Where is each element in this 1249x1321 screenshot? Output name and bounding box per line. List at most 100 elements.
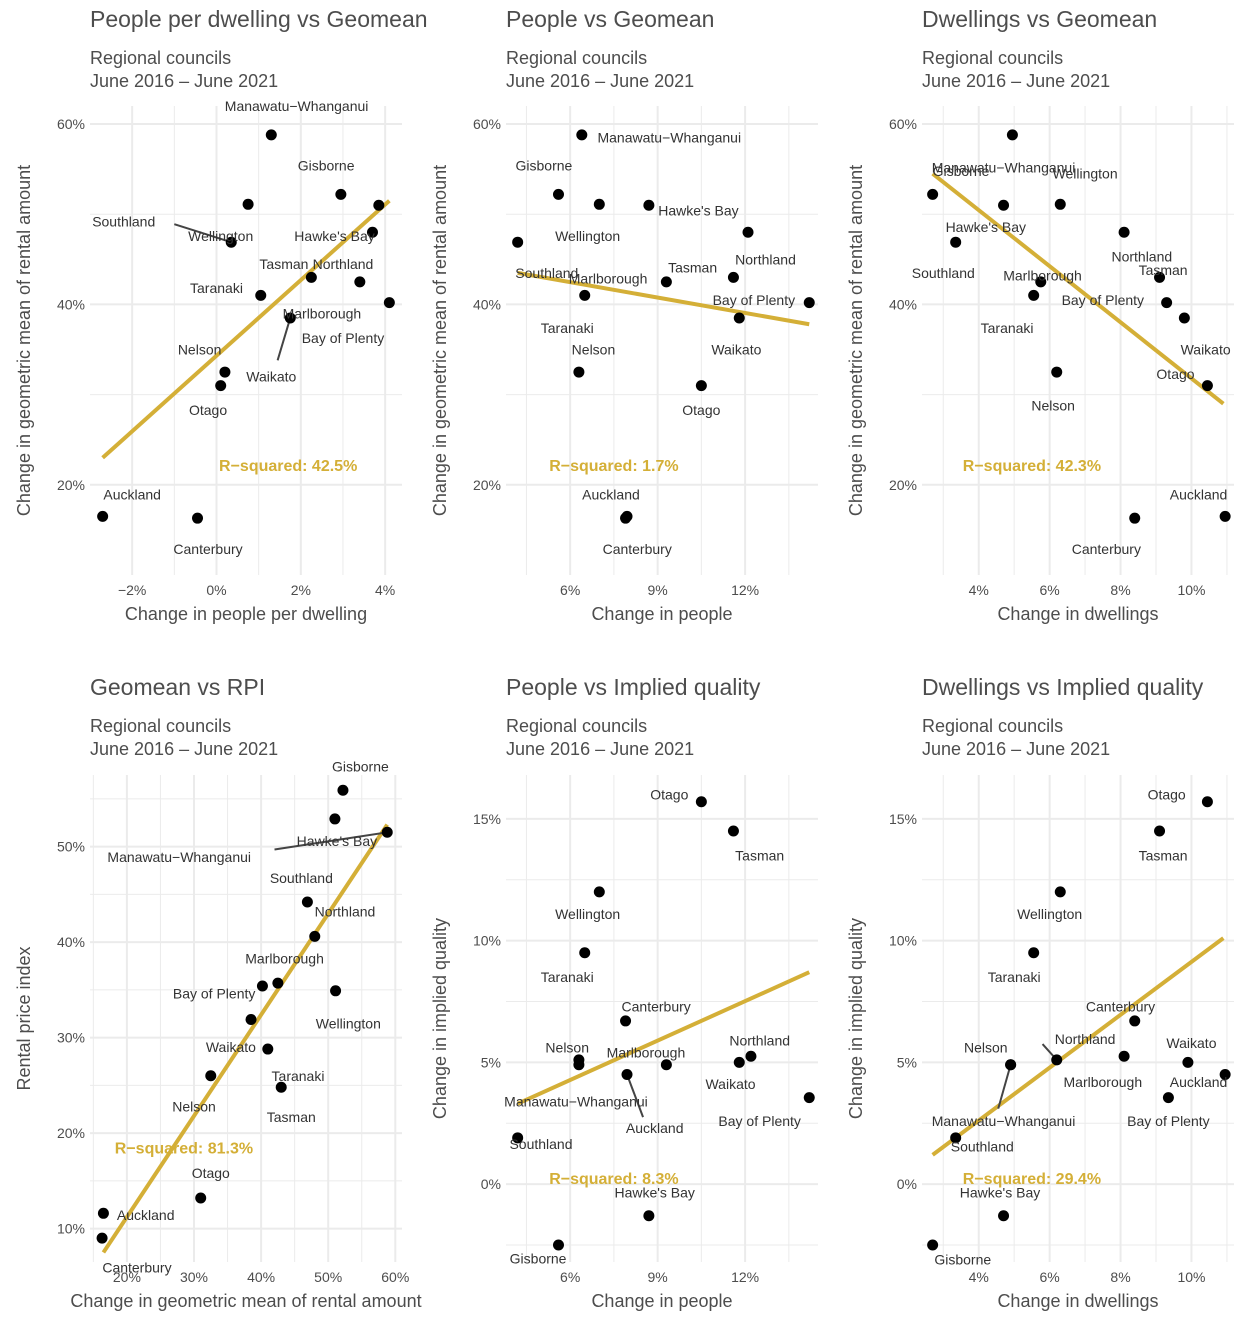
panel-subtitle: Regional councils [506,48,647,68]
x-tick-label: 8% [1110,1269,1130,1285]
data-point [1006,129,1018,141]
data-point [643,1210,655,1222]
data-point [265,129,277,141]
point-label: Marlborough [283,305,362,321]
point-label: Tasman [259,256,308,272]
data-point [305,271,317,283]
point-label: Bay of Plenty [718,1113,801,1129]
r-squared-label: R−squared: 29.4% [963,1171,1101,1188]
y-axis-title: Change in geometric mean of rental amoun… [14,165,34,516]
data-point [727,825,739,837]
x-axis-title: Change in people per dwelling [125,604,367,624]
point-label: Manawatu−Whanganui [932,1113,1076,1129]
point-label: Manawatu−Whanganui [225,98,369,114]
point-label: Marlborough [607,1045,686,1061]
panel-subtitle: Regional councils [922,48,1063,68]
point-label: Wellington [188,228,253,244]
r-squared-label: R−squared: 42.3% [963,458,1101,475]
panel-subtitle-period: June 2016 – June 2021 [922,739,1110,759]
r-squared-label: R−squared: 1.7% [549,458,678,475]
data-point [579,947,591,959]
y-tick-label: 0% [481,1176,501,1192]
label-leader-line [626,1074,644,1118]
panel-subtitle-period: June 2016 – June 2021 [506,739,694,759]
data-point [998,1210,1010,1222]
data-point [1118,1050,1130,1062]
x-tick-label: 4% [375,582,395,598]
x-tick-label: 8% [1110,582,1130,598]
data-point [97,1207,109,1219]
y-tick-label: 20% [57,477,85,493]
point-label: Bay of Plenty [173,986,256,1002]
data-point [643,199,655,211]
panel-6: 4% 6% 8% 10% 0% 5% 10% 15% Dwellings vs Implied … [846,674,1234,1311]
point-label: Canterbury [1072,541,1141,557]
x-tick-label: 30% [180,1269,208,1285]
label-leader-line [274,831,388,851]
data-point [1154,271,1166,283]
data-point [927,188,939,200]
data-point [215,380,227,392]
data-point [330,985,342,997]
data-point [620,1015,632,1027]
point-label: Manawatu−Whanganui [932,159,1076,175]
panel-5: 6% 9% 12% 0% 5% 10% 15% People vs Implied quali… [430,674,818,1311]
panel-subtitle: Regional councils [506,716,647,736]
x-tick-label: 6% [1040,1269,1060,1285]
x-tick-label: 40% [247,1269,275,1285]
y-axis-title: Change in geometric mean of rental amoun… [846,165,866,516]
point-label: Hawke's Bay [658,203,738,219]
point-label: Taranaki [190,280,243,296]
point-label: Manawatu−Whanganui [504,1093,648,1109]
data-point [512,236,524,248]
point-label: Nelson [545,1040,589,1056]
data-point [573,1059,585,1071]
x-tick-label: 4% [969,582,989,598]
y-tick-label: 30% [57,1030,85,1046]
data-point [1201,796,1213,808]
data-point [1005,1059,1017,1071]
point-label: Otago [682,402,720,418]
x-tick-label: 2% [291,582,311,598]
point-label: Northland [1111,249,1172,265]
panel-title: People vs Implied quality [506,674,761,700]
data-point [1161,297,1173,309]
panel-subtitle-period: June 2016 – June 2021 [90,71,278,91]
data-point [301,896,313,908]
label-leader-line [174,223,232,244]
data-point [803,1092,815,1104]
data-point [803,297,815,309]
point-label: Hawke's Bay [297,833,377,849]
point-label: Gisborne [516,158,573,174]
x-tick-label: 12% [731,582,759,598]
point-label: Tasman [735,847,784,863]
data-point [1028,947,1040,959]
point-label: Wellington [555,228,620,244]
x-tick-label: 9% [648,1269,668,1285]
x-axis-title: Change in geometric mean of rental amoun… [70,1291,421,1311]
y-tick-label: 40% [57,296,85,312]
data-point [579,289,591,301]
point-label: Southland [515,265,578,281]
point-label: Wellington [316,1015,381,1031]
point-label: Taranaki [272,1068,325,1084]
point-label: Bay of Plenty [1062,292,1145,308]
y-tick-label: 60% [473,116,501,132]
point-label: Southland [270,870,333,886]
point-label: Canterbury [603,541,672,557]
data-point [1129,512,1141,524]
x-tick-label: 50% [314,1269,342,1285]
data-point [97,510,109,522]
y-tick-label: 40% [889,296,917,312]
r-squared-label: R−squared: 8.3% [549,1171,678,1188]
point-label: Northland [313,256,374,272]
data-point [927,1239,939,1251]
y-tick-label: 10% [57,1221,85,1237]
y-tick-label: 0% [897,1176,917,1192]
data-point [1035,276,1047,288]
x-tick-label: 10% [1177,1269,1205,1285]
data-point [1178,312,1190,324]
y-tick-label: 40% [473,296,501,312]
y-tick-label: 5% [897,1054,917,1070]
panel-subtitle: Regional councils [90,48,231,68]
